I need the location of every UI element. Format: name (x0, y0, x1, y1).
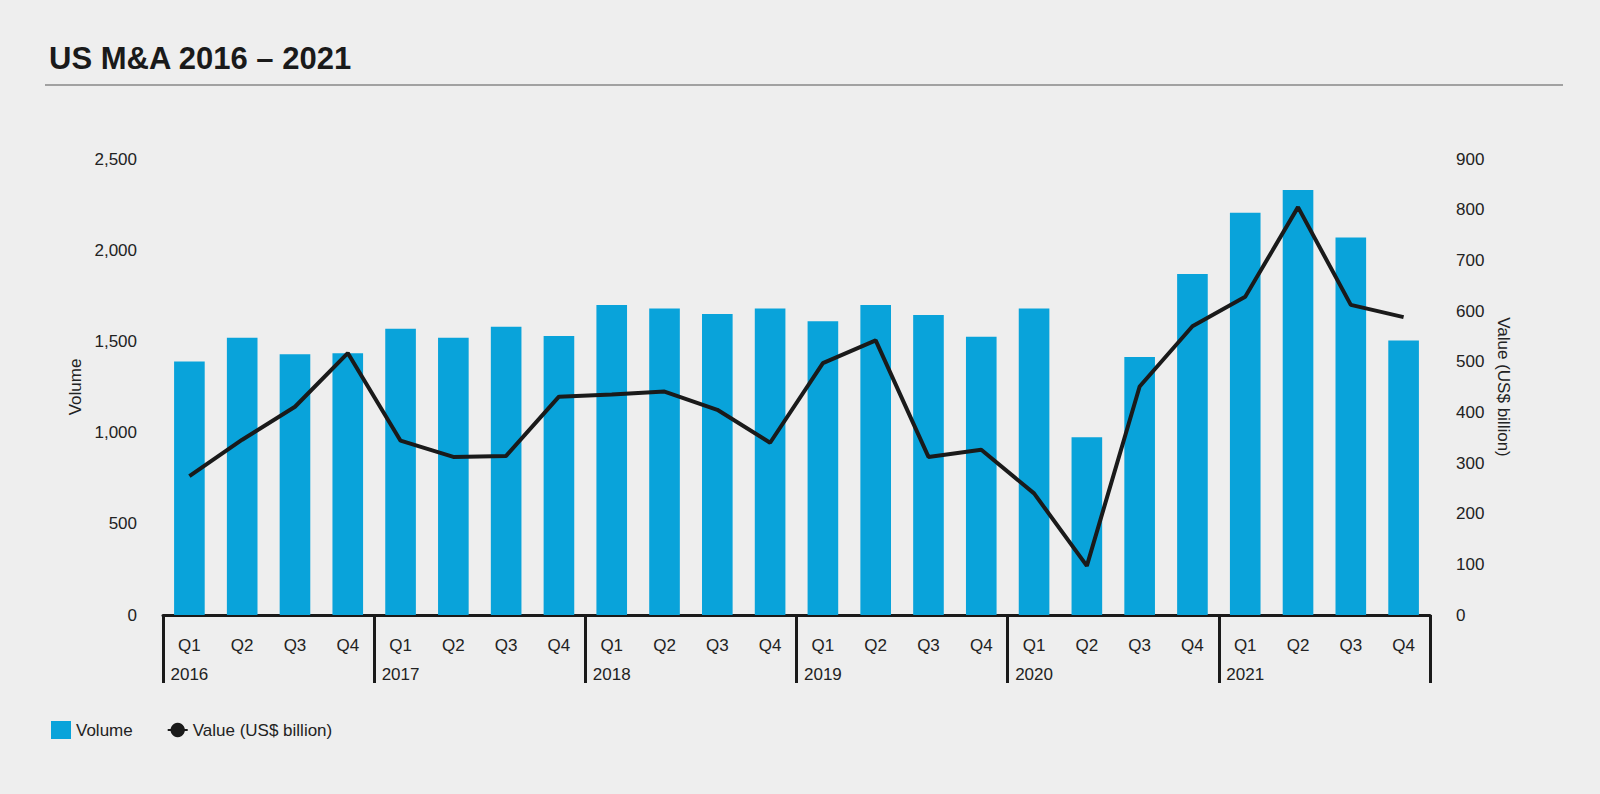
svg-text:Q4: Q4 (1392, 636, 1415, 655)
svg-text:500: 500 (109, 514, 137, 533)
svg-text:Q1: Q1 (1234, 636, 1257, 655)
svg-text:300: 300 (1456, 454, 1484, 473)
svg-text:Q1: Q1 (600, 636, 623, 655)
svg-text:2020: 2020 (1015, 665, 1053, 684)
svg-text:Q2: Q2 (231, 636, 254, 655)
svg-text:2019: 2019 (804, 665, 842, 684)
svg-text:900: 900 (1456, 150, 1484, 169)
svg-text:Q4: Q4 (1181, 636, 1204, 655)
svg-text:Value (US$ billion): Value (US$ billion) (1494, 317, 1513, 457)
svg-text:Q2: Q2 (442, 636, 465, 655)
svg-text:Volume: Volume (66, 359, 85, 416)
svg-text:0: 0 (1456, 606, 1465, 625)
svg-text:Q3: Q3 (495, 636, 518, 655)
svg-text:Q3: Q3 (1339, 636, 1362, 655)
svg-text:2,000: 2,000 (94, 241, 137, 260)
svg-text:Q1: Q1 (812, 636, 835, 655)
svg-text:2,500: 2,500 (94, 150, 137, 169)
svg-text:Q4: Q4 (759, 636, 782, 655)
svg-text:Q1: Q1 (178, 636, 201, 655)
svg-text:Q3: Q3 (284, 636, 307, 655)
svg-text:500: 500 (1456, 352, 1484, 371)
svg-text:1,000: 1,000 (94, 423, 137, 442)
svg-text:Q4: Q4 (970, 636, 993, 655)
svg-text:Q3: Q3 (1128, 636, 1151, 655)
svg-text:Q2: Q2 (653, 636, 676, 655)
svg-text:Volume: Volume (76, 721, 133, 740)
svg-text:600: 600 (1456, 302, 1484, 321)
svg-text:2018: 2018 (593, 665, 631, 684)
svg-text:200: 200 (1456, 504, 1484, 523)
svg-text:0: 0 (128, 606, 137, 625)
svg-text:400: 400 (1456, 403, 1484, 422)
svg-text:US M&A 2016 – 2021: US M&A 2016 – 2021 (49, 41, 351, 76)
svg-text:Q2: Q2 (1287, 636, 1310, 655)
svg-text:Q3: Q3 (706, 636, 729, 655)
svg-text:Value (US$ billion): Value (US$ billion) (193, 721, 333, 740)
svg-text:Q2: Q2 (864, 636, 887, 655)
svg-text:2017: 2017 (382, 665, 420, 684)
svg-text:Q1: Q1 (1023, 636, 1046, 655)
svg-text:700: 700 (1456, 251, 1484, 270)
svg-text:100: 100 (1456, 555, 1484, 574)
svg-text:800: 800 (1456, 200, 1484, 219)
svg-text:Q4: Q4 (548, 636, 571, 655)
svg-text:1,500: 1,500 (94, 332, 137, 351)
svg-text:Q4: Q4 (336, 636, 359, 655)
svg-text:Q2: Q2 (1076, 636, 1099, 655)
svg-text:2016: 2016 (170, 665, 208, 684)
svg-text:2021: 2021 (1226, 665, 1264, 684)
svg-text:Q1: Q1 (389, 636, 412, 655)
svg-text:Q3: Q3 (917, 636, 940, 655)
